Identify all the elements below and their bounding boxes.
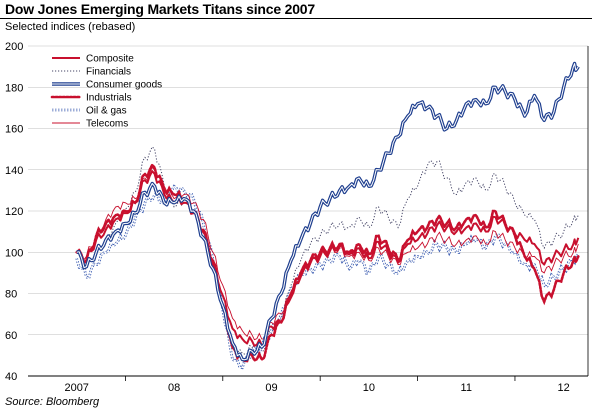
series-lines [75,61,580,370]
y-tick-label: 40 [5,371,17,383]
legend: Composite Financials Consumer goods Industr… [50,54,162,130]
x-tick-label: 10 [363,382,375,394]
source-note: Source: Bloomberg [5,396,100,408]
x-tick-label: 2007 [64,382,88,394]
y-tick-label: 160 [5,124,23,136]
legend-label: Industrials [86,93,132,104]
y-tick-label: 100 [5,247,23,259]
chart-subtitle: Selected indices (rebased) [5,21,136,33]
y-tick-label: 120 [5,206,23,218]
title-rule [0,18,592,19]
x-tick-label: 09 [265,382,277,394]
x-axis: 2007 08 09 10 11 12 [28,46,589,394]
series-line-consumer-goods [76,61,580,362]
y-tick-label: 180 [5,82,23,94]
grid-lines [28,45,588,336]
y-tick-label: 60 [5,330,17,342]
y-axis: 40 60 80 100 120 140 160 180 200 [5,41,23,383]
series-line-consumer-goods-inner [76,63,579,361]
x-tick-label: 11 [461,382,472,394]
series-line-industrials [75,162,580,363]
legend-label: Consumer goods [86,80,162,91]
legend-label: Oil & gas [86,106,127,117]
y-tick-label: 200 [5,41,23,53]
legend-label: Composite [86,54,134,65]
series-line-oil-gas [75,184,579,370]
legend-label: Financials [86,67,131,78]
series-line-financials [76,146,579,355]
series-line-oil-gas-inner [76,185,579,369]
x-tick-label: 12 [558,382,570,394]
x-tick-label: 08 [168,382,180,394]
chart-title: Dow Jones Emerging Markets Titans since … [5,1,315,17]
legend-label: Telecoms [86,119,128,130]
y-tick-label: 80 [5,289,17,301]
y-tick-label: 140 [5,165,23,177]
